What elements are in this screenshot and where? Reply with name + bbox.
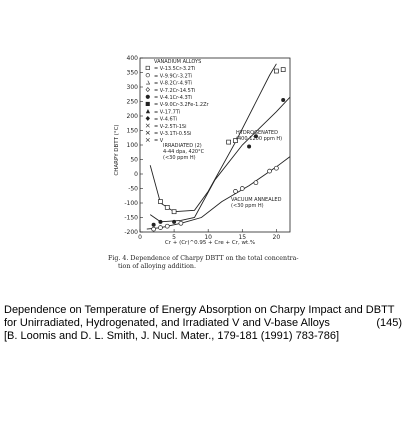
annotation-0-line-0: IRRADIATED (2) [163,143,202,149]
caption-line-1: Fig. 4. Dependence of Charpy DBTT on the… [108,255,299,262]
legend-marker-2 [146,80,151,85]
x-tick-label-4: 20 [273,234,281,241]
annotation-2-line-1: (<30 ppm H) [231,203,264,209]
legend-marker-4 [145,94,150,99]
legend-label-3: = V-7.2Cr-14.5Ti [154,88,195,94]
footer-title-line-1: Dependence on Temperature of Energy Abso… [4,304,395,316]
series-0-point-6 [280,67,286,72]
legend-marker-7 [145,115,151,121]
legend-label-6: = V-17.7Ti [154,109,180,115]
series-2-point-1 [158,225,163,230]
legend-marker-10 [145,137,150,142]
legend-marker-9 [145,130,150,135]
y-tick-label-2: -100 [124,200,138,207]
legend-label-9: = V-3.1Ti-0.5Si [154,131,191,137]
series-1-point-1 [158,219,163,224]
page-number: (145) [376,317,402,329]
footer-reference: [B. Loomis and D. L. Smith, J. Nucl. Mat… [4,330,340,342]
annotation-2-line-0: VACUUM ANNEALED [231,197,282,203]
series-2-point-4 [233,189,238,194]
series-0-point-3 [226,139,231,145]
legend-label-8: = V-2.5Ti-1Si [154,124,187,130]
legend-label-2: = V-8.2Cr-4.9Ti [154,81,192,87]
series-line-2 [146,156,291,230]
x-tick-label-0: 0 [138,234,142,241]
y-tick-label-1: -150 [124,215,138,222]
series-1-point-5 [281,98,286,103]
annotation-0-line-1: 4-44 dpa, 420°C [163,149,205,155]
legend-marker-6 [146,109,151,114]
y-tick-label-3: -50 [128,186,138,193]
series-1-point-2 [172,219,177,224]
legend-title: VANADIUM ALLOYS [154,59,201,65]
y-tick-label-12: 400 [127,55,139,62]
series-0-point-4 [233,138,238,143]
annotation-1-line-1: (400-1200 ppm H) [236,136,282,142]
series-1-point-4 [253,134,258,139]
y-tick-label-8: 200 [127,113,139,120]
legend-label-5: = V-9.0Cr-3.2Fe-1.2Zr [154,102,210,108]
series-1-point-0 [151,222,156,227]
legend-marker-3 [145,87,151,93]
legend-label-10: = V [154,138,164,144]
series-2-point-0 [151,226,156,232]
y-tick-label-4: 0 [134,171,138,178]
y-tick-label-6: 100 [127,142,139,149]
y-tick-label-10: 300 [127,84,139,91]
y-tick-label-0: -200 [124,229,138,236]
y-axis-label: CHARPY DBTT (°C) [114,124,120,175]
legend-marker-1 [145,73,150,78]
x-tick-label-2: 10 [204,234,212,241]
series-2-point-3 [178,220,184,226]
annotation-1-line-0: HYDROGENATED [236,130,278,136]
series-line-0 [149,63,277,213]
series-0-point-2 [171,209,177,215]
y-tick-label-5: 50 [130,157,138,164]
footer-title-line-2-row: for Unirradiated, Hydrogenated, and Irra… [4,317,406,330]
series-line-1 [149,96,291,223]
series-2-point-8 [274,165,279,171]
series-1-point-3 [247,144,252,149]
y-tick-label-11: 350 [127,70,139,77]
series-0-point-1 [164,205,170,210]
series-0-point-0 [158,199,163,204]
figure-caption: Fig. 4. Dependence of Charpy DBTT on the… [108,255,338,271]
legend-marker-8 [145,123,150,128]
annotation-0-line-2: (<30 ppm H) [163,155,196,161]
series-2-point-5 [239,186,245,191]
legend-label-4: = V-4.1Cr-4.3Ti [154,95,192,101]
x-axis-label: Cr + (Cr)^0.95 + Cre + Cr, wt.% [165,240,255,246]
y-tick-label-9: 250 [127,99,139,106]
y-tick-label-7: 150 [127,128,139,135]
dbtt-chart: -200 -150 -100 -50 0 50 100 150 200 250 300 350 400 0… [114,55,291,246]
series-0-point-5 [274,68,279,74]
legend-marker-0 [145,65,150,70]
series-2-point-2 [164,223,170,229]
legend-label-0: = V-13.5Cr-3.2Ti [154,66,195,72]
series-2-point-6 [253,180,259,186]
footer-text: Dependence on Temperature of Energy Abso… [4,304,406,343]
series-2-point-7 [267,168,272,174]
figure: -200 -150 -100 -50 0 50 100 150 200 250 300 350 400 0… [108,55,338,271]
caption-line-2: tion of alloying addition. [118,263,196,270]
x-tick-label-3: 15 [238,234,246,241]
legend-marker-5 [145,101,150,106]
x-tick-label-1: 5 [172,234,176,241]
footer-title-line-2: for Unirradiated, Hydrogenated, and Irra… [4,317,330,329]
legend-label-7: = V-4.6Ti [154,117,177,123]
legend-label-1: = V-9.9Cr-3.2Ti [154,73,192,79]
